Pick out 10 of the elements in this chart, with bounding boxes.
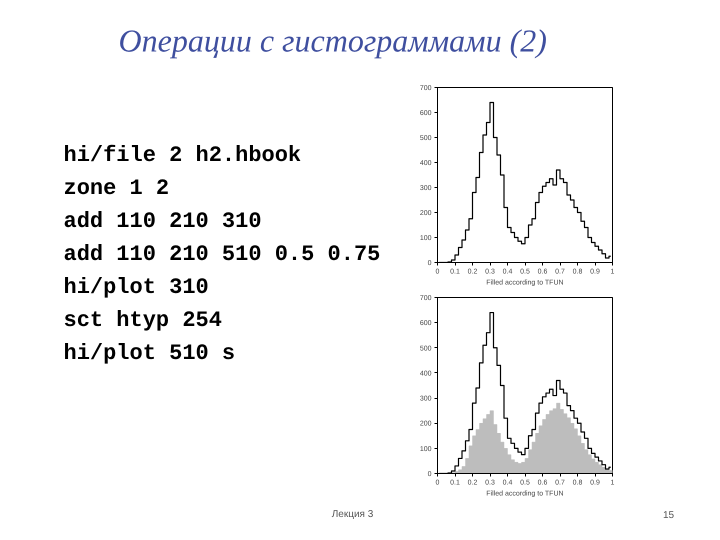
text: hi/plot 310: [64, 275, 209, 300]
chart-title: Операции с гистограммами (2): [118, 22, 547, 58]
text: sct htyp 254: [64, 308, 222, 333]
text: 15: [662, 510, 674, 521]
text: Лекция 3: [332, 509, 374, 520]
text: hi/plot 510 s: [64, 341, 236, 366]
text: add 110 210 510 0.5 0.75: [64, 242, 380, 267]
text: add 110 210 310: [64, 209, 262, 234]
text: zone 1 2: [64, 176, 170, 201]
text: hi/file 2 h2.hbook: [64, 143, 302, 168]
